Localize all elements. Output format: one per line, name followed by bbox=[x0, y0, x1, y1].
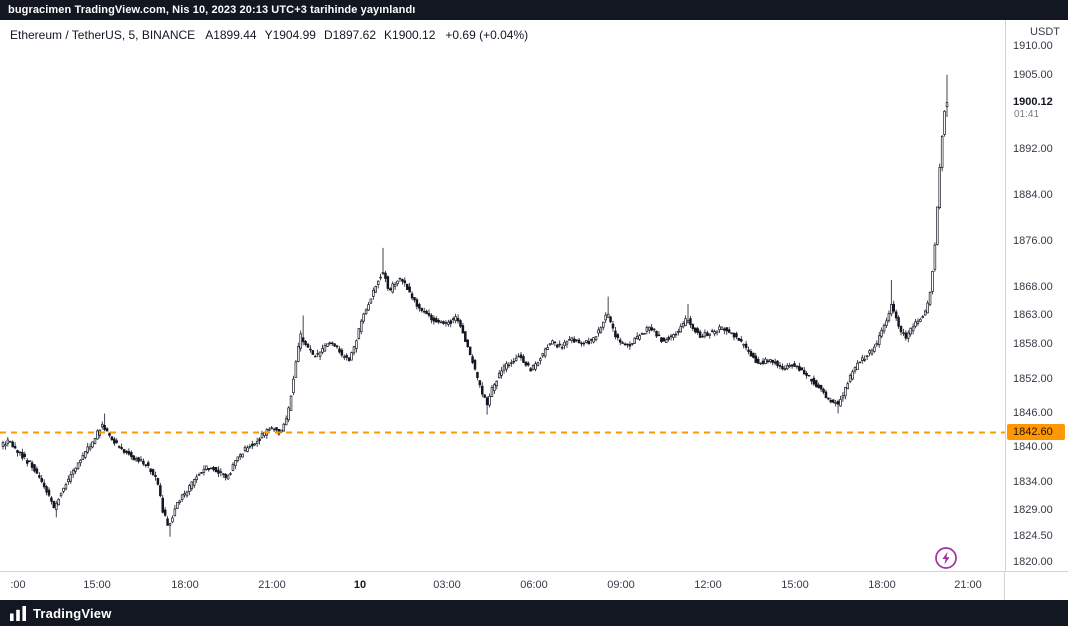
chart-region: Ethereum / TetherUS, 5, BINANCE A1899.44… bbox=[0, 20, 1068, 572]
ohlc-open: A1899.44 bbox=[205, 28, 257, 42]
price-scale-label: 1852.00 bbox=[1013, 372, 1053, 385]
price-axis-unit: USDT bbox=[1030, 26, 1060, 38]
brand-name[interactable]: TradingView bbox=[33, 605, 112, 621]
time-scale-label: :00 bbox=[10, 579, 26, 591]
price-scale-label: 1884.00 bbox=[1013, 189, 1053, 202]
publish-bar: bugracimen TradingView.com, Nis 10, 2023… bbox=[0, 0, 1068, 20]
price-scale-label: 1820.00 bbox=[1013, 556, 1053, 569]
symbol-description[interactable]: Ethereum / TetherUS, 5, BINANCE bbox=[10, 28, 196, 42]
candlestick-chart[interactable] bbox=[0, 20, 1005, 572]
time-scale-label: 15:00 bbox=[83, 579, 111, 591]
price-scale-label: 1824.50 bbox=[1013, 530, 1053, 543]
ohlc-low: D1897.62 bbox=[323, 28, 377, 42]
price-scale-label: 1905.00 bbox=[1013, 68, 1053, 81]
time-scale-label: 15:00 bbox=[781, 579, 809, 591]
horizontal-line-price-label[interactable]: 1842.60 bbox=[1007, 424, 1065, 441]
price-scale-label: 1840.00 bbox=[1013, 441, 1053, 454]
time-scale-label: 06:00 bbox=[520, 579, 548, 591]
price-scale-label: 1834.00 bbox=[1013, 475, 1053, 488]
price-scale-label: 1892.00 bbox=[1013, 143, 1053, 156]
ohlc-values: A1899.44 Y1904.99 D1897.62 K1900.12 bbox=[205, 28, 435, 42]
price-axis[interactable]: USDT 1900.12 01:41 1842.60 1910.00 1905.0… bbox=[1005, 20, 1068, 571]
axis-corner-divider bbox=[1004, 572, 1005, 600]
publish-info-text: bugracimen TradingView.com, Nis 10, 2023… bbox=[8, 4, 416, 16]
time-scale-label: 21:00 bbox=[258, 579, 286, 591]
time-scale-label: 03:00 bbox=[433, 579, 461, 591]
time-axis[interactable]: :00 15:00 18:00 21:00 10 03:00 06:00 09:00 12:00… bbox=[0, 572, 1068, 600]
price-scale-label: 1829.00 bbox=[1013, 504, 1053, 517]
price-scale-label: 1846.00 bbox=[1013, 406, 1053, 419]
price-scale-label: 1858.00 bbox=[1013, 338, 1053, 351]
time-scale-label: 12:00 bbox=[694, 579, 722, 591]
ohlc-high: Y1904.99 bbox=[264, 28, 316, 42]
price-scale-label: 1863.00 bbox=[1013, 309, 1053, 322]
price-scale-label: 1876.00 bbox=[1013, 234, 1053, 247]
time-scale-label: 10 bbox=[353, 579, 367, 591]
bar-countdown: 01:41 bbox=[1014, 108, 1040, 120]
chart-legend: Ethereum / TetherUS, 5, BINANCE A1899.44… bbox=[10, 28, 528, 42]
change-value: +0.69 (+0.04%) bbox=[445, 28, 529, 42]
last-price-label: 1900.12 bbox=[1013, 95, 1053, 108]
price-scale-label: 1910.00 bbox=[1013, 40, 1053, 53]
price-scale-label: 1868.00 bbox=[1013, 280, 1053, 293]
footer-bar: TradingView bbox=[0, 600, 1068, 626]
time-scale-label: 09:00 bbox=[607, 579, 635, 591]
time-scale-label: 18:00 bbox=[868, 579, 896, 591]
time-scale-label: 18:00 bbox=[171, 579, 199, 591]
lightning-bolt-icon[interactable] bbox=[933, 545, 959, 571]
time-scale-label: 21:00 bbox=[954, 579, 982, 591]
ohlc-close: K1900.12 bbox=[384, 28, 436, 42]
tradingview-logo-icon[interactable] bbox=[10, 605, 26, 621]
